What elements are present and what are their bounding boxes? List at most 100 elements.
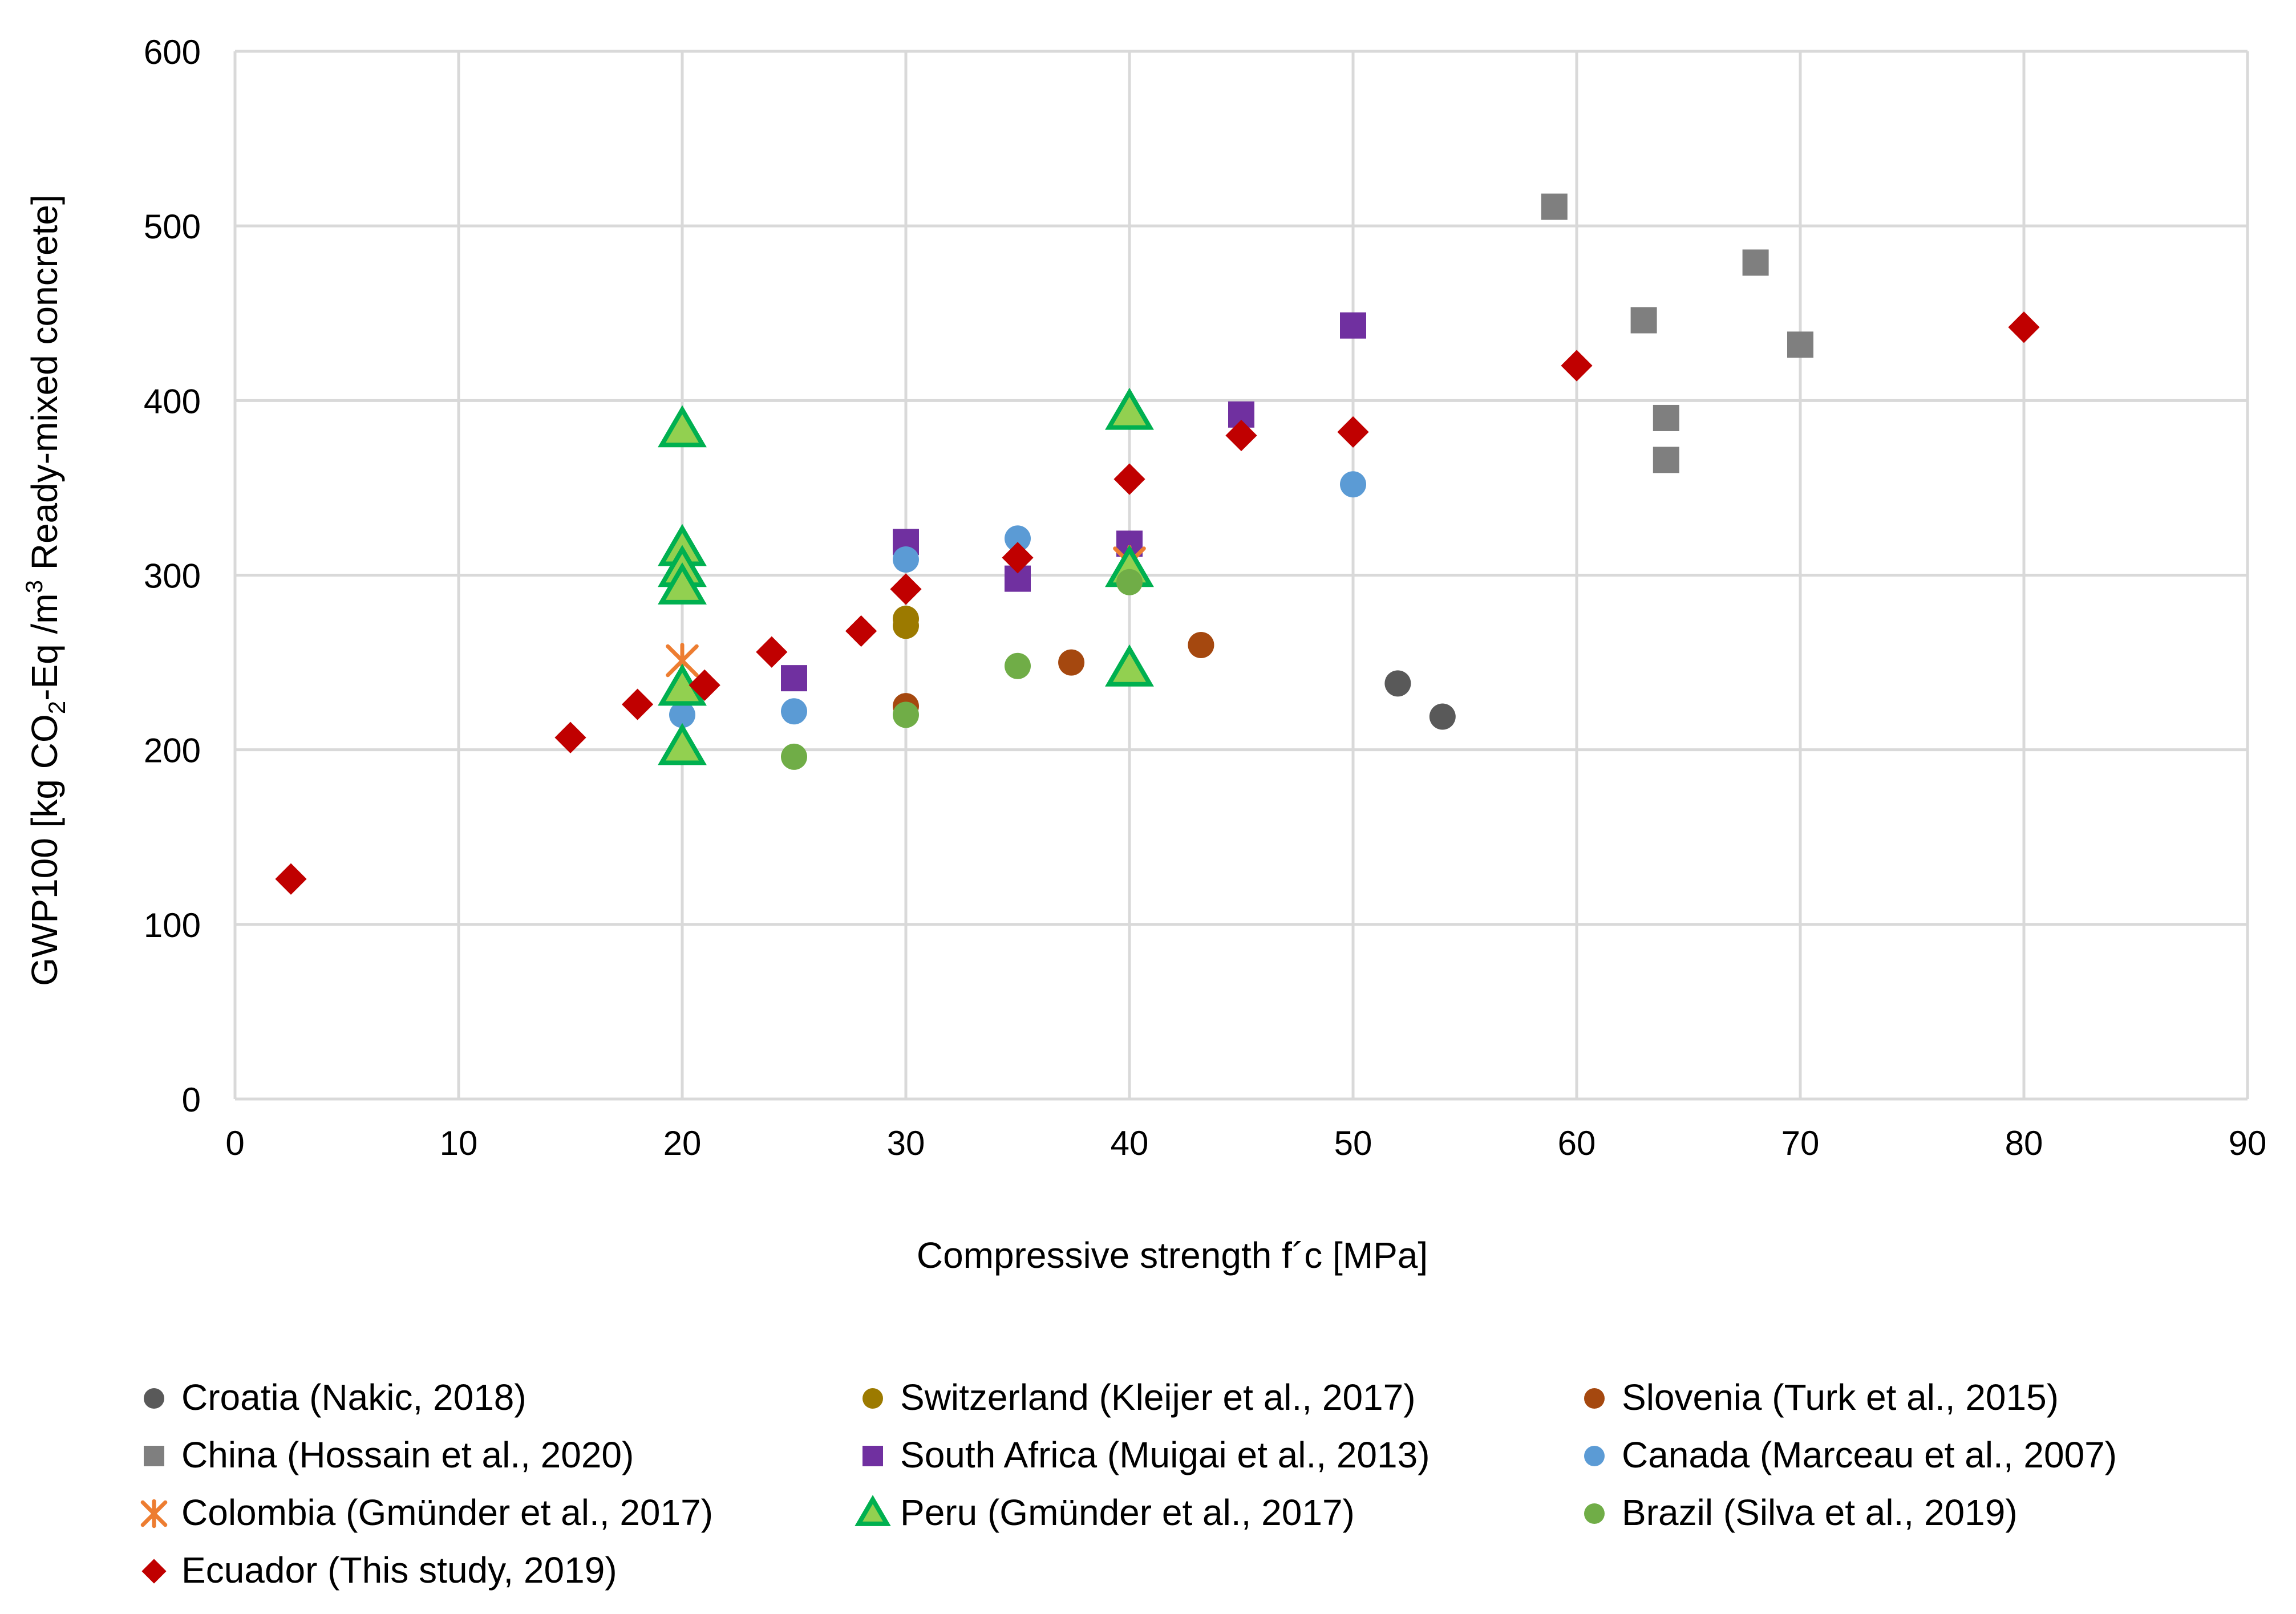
series-china <box>1541 193 1813 473</box>
legend-item-china: China (Hossain et al., 2020) <box>144 1434 634 1475</box>
legend-marker <box>144 1446 164 1466</box>
legend-label: Slovenia (Turk et al., 2015) <box>1622 1377 2059 1418</box>
data-point <box>1541 193 1568 220</box>
legend-item-south-africa: South Africa (Muigai et al., 2013) <box>862 1434 1430 1475</box>
data-point <box>554 721 586 753</box>
y-tick-labels: 0 100 200 300 400 500 600 <box>144 33 201 1119</box>
data-point <box>1005 652 1031 679</box>
data-point <box>622 688 654 720</box>
data-point <box>1002 542 1034 574</box>
data-point <box>658 405 707 448</box>
series-peru <box>658 387 1154 765</box>
y-axis-title-sub: 2 <box>43 701 70 714</box>
legend-item-canada: Canada (Marceau et al., 2007) <box>1584 1434 2117 1475</box>
series-croatia <box>1384 670 1456 730</box>
axes <box>233 51 2248 1101</box>
data-point <box>1225 419 1257 452</box>
legend-marker <box>855 1495 891 1526</box>
data-point <box>1630 307 1657 334</box>
series-brazil <box>781 569 1143 770</box>
legend-item-switzerland: Switzerland (Kleijer et al., 2017) <box>862 1377 1416 1418</box>
legend-marker <box>1584 1503 1605 1524</box>
y-tick-label: 500 <box>144 208 201 246</box>
y-tick-label: 400 <box>144 382 201 420</box>
legend-marker <box>144 1388 164 1409</box>
data-point <box>845 615 877 647</box>
legend-item-brazil: Brazil (Silva et al., 2019) <box>1584 1492 2018 1533</box>
data-point <box>689 669 720 701</box>
legend-marker <box>862 1446 883 1466</box>
data-point <box>1005 525 1031 552</box>
series-slovenia <box>893 631 1214 720</box>
data-point <box>1337 416 1369 448</box>
legend: Croatia (Nakic, 2018) Switzerland (Kleije… <box>140 1377 2117 1591</box>
legend-label: Switzerland (Kleijer et al., 2017) <box>900 1377 1416 1418</box>
y-tick-label: 200 <box>144 732 201 770</box>
series-switzerland <box>893 606 919 639</box>
data-point <box>893 613 919 639</box>
data-point <box>781 698 807 725</box>
legend-item-peru: Peru (Gmünder et al., 2017) <box>855 1492 1355 1533</box>
legend-label: Brazil (Silva et al., 2019) <box>1622 1492 2018 1533</box>
legend-item-ecuador: Ecuador (This study, 2019) <box>141 1550 617 1591</box>
x-tick-label: 10 <box>440 1124 478 1162</box>
legend-label: Canada (Marceau et al., 2007) <box>1622 1434 2117 1475</box>
data-point <box>275 863 307 895</box>
x-axis-title: Compressive strength f´c [MPa] <box>917 1235 1428 1276</box>
data-point <box>893 701 919 728</box>
y-axis-title-sup: 3 <box>21 580 47 593</box>
data-point <box>1787 331 1813 358</box>
data-point <box>1116 569 1143 595</box>
series-canada <box>669 471 1366 728</box>
data-point <box>781 665 807 692</box>
data-point <box>781 743 807 770</box>
data-point <box>1561 350 1593 382</box>
y-axis-title-mid: -Eq /m <box>24 593 65 700</box>
legend-item-colombia: Colombia (Gmünder et al., 2017) <box>140 1492 713 1533</box>
data-point <box>890 573 922 605</box>
legend-marker <box>1584 1388 1605 1409</box>
data-point <box>1105 387 1154 430</box>
data-point <box>2008 311 2040 343</box>
y-tick-label: 600 <box>144 33 201 71</box>
y-tick-label: 300 <box>144 557 201 595</box>
y-axis-title-suffix: Ready-mixed concrete] <box>24 194 65 580</box>
data-point <box>1105 644 1154 687</box>
data-point <box>1340 312 1366 339</box>
x-tick-label: 90 <box>2229 1124 2267 1162</box>
y-tick-label: 0 <box>182 1081 201 1119</box>
x-tick-labels: 0 10 20 30 40 50 60 70 80 90 <box>225 1124 2266 1162</box>
x-tick-label: 80 <box>2005 1124 2043 1162</box>
legend-label: Ecuador (This study, 2019) <box>181 1550 617 1591</box>
data-point <box>756 636 788 668</box>
data-point <box>1340 471 1366 498</box>
data-point <box>1653 404 1679 431</box>
data-point <box>1188 631 1214 658</box>
data-point <box>658 562 707 605</box>
legend-item-croatia: Croatia (Nakic, 2018) <box>144 1377 527 1418</box>
data-point <box>1653 447 1679 473</box>
legend-label: China (Hossain et al., 2020) <box>181 1434 634 1475</box>
data-point <box>1429 703 1456 730</box>
legend-marker <box>862 1388 883 1409</box>
legend-marker <box>140 1499 168 1528</box>
y-tick-label: 100 <box>144 906 201 944</box>
legend-label: Croatia (Nakic, 2018) <box>181 1377 527 1418</box>
data-point <box>669 701 695 728</box>
data-point <box>893 546 919 573</box>
y-axis-title: GWP100 [kg CO2-Eq /m3 Ready-mixed concre… <box>21 194 70 986</box>
data-point <box>1058 649 1085 676</box>
data-point <box>658 723 707 765</box>
data-point <box>1384 670 1411 697</box>
legend-label: Colombia (Gmünder et al., 2017) <box>181 1492 713 1533</box>
x-tick-label: 60 <box>1558 1124 1596 1162</box>
x-tick-label: 0 <box>225 1124 244 1162</box>
legend-label: Peru (Gmünder et al., 2017) <box>900 1492 1355 1533</box>
x-tick-label: 40 <box>1111 1124 1149 1162</box>
data-point <box>1742 249 1769 276</box>
series-ecuador <box>275 311 2040 895</box>
x-tick-label: 70 <box>1781 1124 1820 1162</box>
x-tick-label: 30 <box>887 1124 925 1162</box>
data-points <box>275 193 2040 895</box>
